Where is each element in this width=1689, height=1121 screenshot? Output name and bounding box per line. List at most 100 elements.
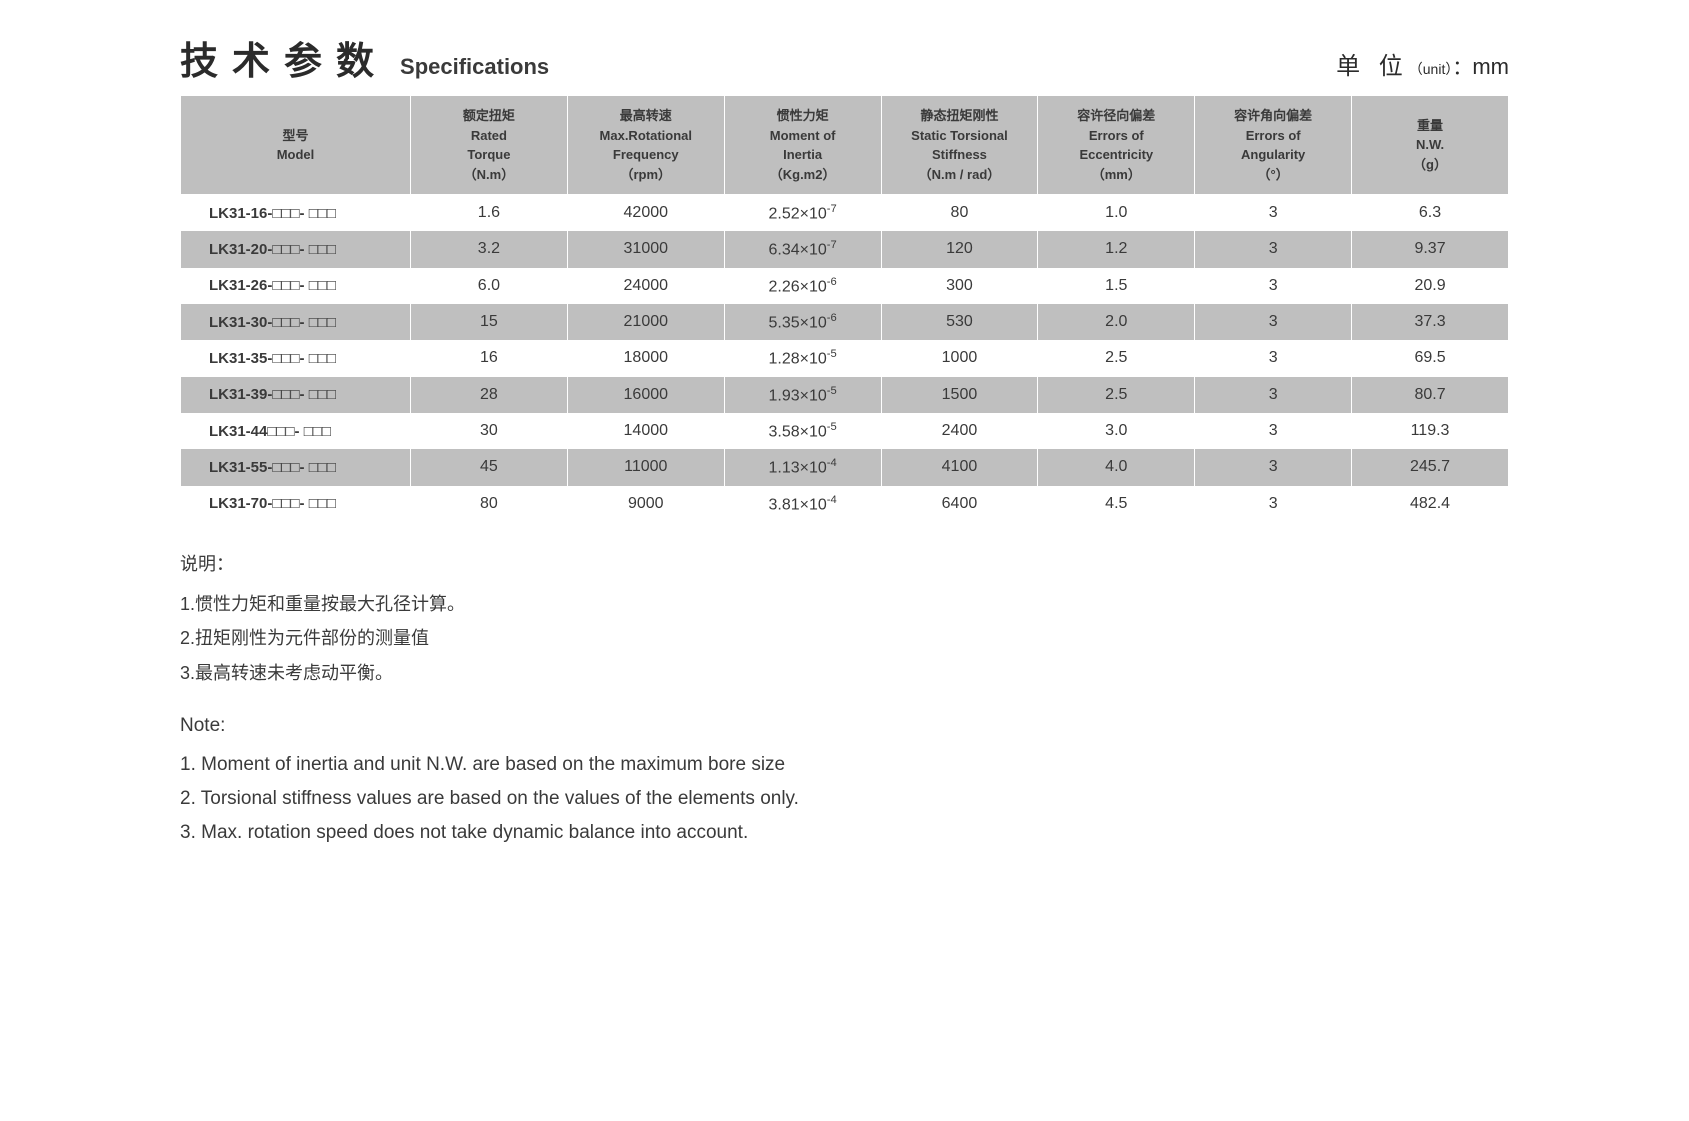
cell: 245.7 xyxy=(1352,449,1509,485)
table-row: LK31-55-□□□- □□□45110001.13×10-441004.03… xyxy=(181,449,1509,485)
cell: 20.9 xyxy=(1352,268,1509,304)
cell: 300 xyxy=(881,268,1038,304)
cell: 6400 xyxy=(881,486,1038,522)
cell: 9000 xyxy=(567,486,724,522)
cell: 37.3 xyxy=(1352,304,1509,340)
title-cn: 技术参数 xyxy=(180,30,388,85)
cell: 1.13×10-4 xyxy=(724,449,881,485)
cell: 3 xyxy=(1195,377,1352,413)
cell: LK31-44□□□- □□□ xyxy=(181,413,411,449)
cell: 28 xyxy=(411,377,568,413)
cell: LK31-35-□□□- □□□ xyxy=(181,340,411,376)
table-row: LK31-39-□□□- □□□28160001.93×10-515002.53… xyxy=(181,377,1509,413)
cell: 2.5 xyxy=(1038,377,1195,413)
col-header-2: 最高转速Max.RotationalFrequency（rpm） xyxy=(567,96,724,195)
cell: 1.6 xyxy=(411,195,568,232)
cell: 15 xyxy=(411,304,568,340)
note-item-cn: 1.惯性力矩和重量按最大孔径计算。 xyxy=(180,587,1509,621)
cell: 3 xyxy=(1195,304,1352,340)
cell: 69.5 xyxy=(1352,340,1509,376)
table-row: LK31-44□□□- □□□30140003.58×10-524003.031… xyxy=(181,413,1509,449)
cell: 1500 xyxy=(881,377,1038,413)
col-header-0: 型号Model xyxy=(181,96,411,195)
col-header-1: 额定扭矩RatedTorque（N.m） xyxy=(411,96,568,195)
cell: 11000 xyxy=(567,449,724,485)
cell: 16000 xyxy=(567,377,724,413)
cell: 6.34×10-7 xyxy=(724,231,881,267)
cell: 2.5 xyxy=(1038,340,1195,376)
cell: 120 xyxy=(881,231,1038,267)
cell: 9.37 xyxy=(1352,231,1509,267)
table-header: 型号Model额定扭矩RatedTorque（N.m）最高转速Max.Rotat… xyxy=(181,96,1509,195)
cell: 2.26×10-6 xyxy=(724,268,881,304)
cell: 80 xyxy=(411,486,568,522)
cell: 3 xyxy=(1195,340,1352,376)
cell: 3.81×10-4 xyxy=(724,486,881,522)
cell: 3.2 xyxy=(411,231,568,267)
col-header-4: 静态扭矩刚性Static TorsionalStiffness（N.m / ra… xyxy=(881,96,1038,195)
table-row: LK31-26-□□□- □□□6.0240002.26×10-63001.53… xyxy=(181,268,1509,304)
cell: 3 xyxy=(1195,231,1352,267)
unit-paren: （unit） xyxy=(1409,61,1453,77)
unit-value: mm xyxy=(1472,54,1509,79)
cell: 30 xyxy=(411,413,568,449)
note-item-cn: 2.扭矩刚性为元件部份的测量值 xyxy=(180,621,1509,655)
cell: 18000 xyxy=(567,340,724,376)
cell: 1.5 xyxy=(1038,268,1195,304)
cell: 16 xyxy=(411,340,568,376)
cell: LK31-30-□□□- □□□ xyxy=(181,304,411,340)
col-header-6: 容许角向偏差Errors ofAngularity（°） xyxy=(1195,96,1352,195)
cell: 24000 xyxy=(567,268,724,304)
table-row: LK31-70-□□□- □□□8090003.81×10-464004.534… xyxy=(181,486,1509,522)
cell: 3.58×10-5 xyxy=(724,413,881,449)
cell: LK31-26-□□□- □□□ xyxy=(181,268,411,304)
cell: 3 xyxy=(1195,268,1352,304)
cell: 3 xyxy=(1195,413,1352,449)
notes-title-cn: 说明： xyxy=(180,547,1509,581)
note-item-en: 1. Moment of inertia and unit N.W. are b… xyxy=(180,748,1509,782)
cell: 119.3 xyxy=(1352,413,1509,449)
cell: 530 xyxy=(881,304,1038,340)
notes-title-en: Note: xyxy=(180,708,1509,744)
notes-en-list: 1. Moment of inertia and unit N.W. are b… xyxy=(180,748,1509,851)
title-en: Specifications xyxy=(400,54,549,80)
cell: 3 xyxy=(1195,195,1352,232)
col-header-7: 重量N.W.（g） xyxy=(1352,96,1509,195)
cell: 3.0 xyxy=(1038,413,1195,449)
notes-section: 说明： 1.惯性力矩和重量按最大孔径计算。2.扭矩刚性为元件部份的测量值3.最高… xyxy=(180,547,1509,850)
cell: 3 xyxy=(1195,449,1352,485)
cell: 21000 xyxy=(567,304,724,340)
note-item-en: 3. Max. rotation speed does not take dyn… xyxy=(180,816,1509,850)
cell: 1.93×10-5 xyxy=(724,377,881,413)
cell: 31000 xyxy=(567,231,724,267)
title-group: 技术参数 Specifications xyxy=(180,30,549,85)
cell: 482.4 xyxy=(1352,486,1509,522)
cell: LK31-70-□□□- □□□ xyxy=(181,486,411,522)
cell: 1.28×10-5 xyxy=(724,340,881,376)
table-row: LK31-20-□□□- □□□3.2310006.34×10-71201.23… xyxy=(181,231,1509,267)
cell: 1.0 xyxy=(1038,195,1195,232)
unit-label-cn: 单 位 xyxy=(1336,53,1409,80)
cell: 2400 xyxy=(881,413,1038,449)
cell: 42000 xyxy=(567,195,724,232)
cell: LK31-16-□□□- □□□ xyxy=(181,195,411,232)
cell: 45 xyxy=(411,449,568,485)
cell: 1.2 xyxy=(1038,231,1195,267)
cell: 3 xyxy=(1195,486,1352,522)
cell: 6.0 xyxy=(411,268,568,304)
unit-group: 单 位（unit）：mm xyxy=(1336,46,1509,81)
table-row: LK31-30-□□□- □□□15210005.35×10-65302.033… xyxy=(181,304,1509,340)
col-header-3: 惯性力矩Moment ofInertia（Kg.m2） xyxy=(724,96,881,195)
page-header: 技术参数 Specifications 单 位（unit）：mm xyxy=(180,30,1509,85)
cell: 1000 xyxy=(881,340,1038,376)
table-body: LK31-16-□□□- □□□1.6420002.52×10-7801.036… xyxy=(181,195,1509,522)
note-item-en: 2. Torsional stiffness values are based … xyxy=(180,782,1509,816)
cell: 6.3 xyxy=(1352,195,1509,232)
cell: 2.0 xyxy=(1038,304,1195,340)
cell: 4.5 xyxy=(1038,486,1195,522)
cell: 14000 xyxy=(567,413,724,449)
cell: 4100 xyxy=(881,449,1038,485)
cell: 80 xyxy=(881,195,1038,232)
spec-table: 型号Model额定扭矩RatedTorque（N.m）最高转速Max.Rotat… xyxy=(180,95,1509,522)
cell: LK31-55-□□□- □□□ xyxy=(181,449,411,485)
